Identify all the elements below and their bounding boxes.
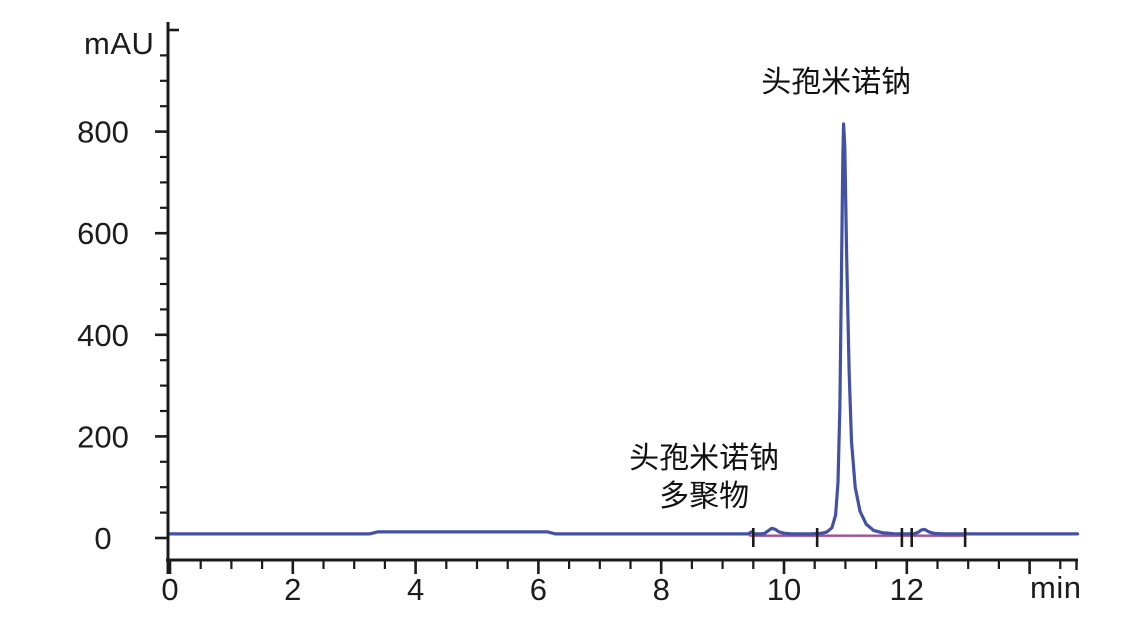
x-tick-label: 2	[284, 572, 301, 607]
x-tick-label: 10	[767, 572, 801, 607]
x-tick-label: 6	[530, 572, 547, 607]
x-tick-label: 0	[161, 572, 178, 607]
y-tick-label: 0	[94, 521, 111, 556]
polymer-peak-label: 多聚物	[659, 480, 749, 513]
y-tick-label: 600	[77, 216, 129, 251]
x-tick-label: 8	[653, 572, 670, 607]
y-tick-label: 400	[77, 318, 129, 353]
signal-trace	[168, 122, 1080, 536]
y-tick-label: 800	[77, 115, 129, 150]
x-tick-label: 12	[890, 572, 924, 607]
x-tick-label: 4	[407, 572, 424, 607]
polymer-peak-label: 头孢米诺钠	[629, 442, 779, 475]
y-axis-unit-label: mAU	[84, 26, 155, 61]
x-axis-unit-label: min	[1030, 570, 1082, 605]
y-tick-label: 200	[77, 419, 129, 454]
main-peak-label: 头孢米诺钠	[761, 66, 911, 99]
